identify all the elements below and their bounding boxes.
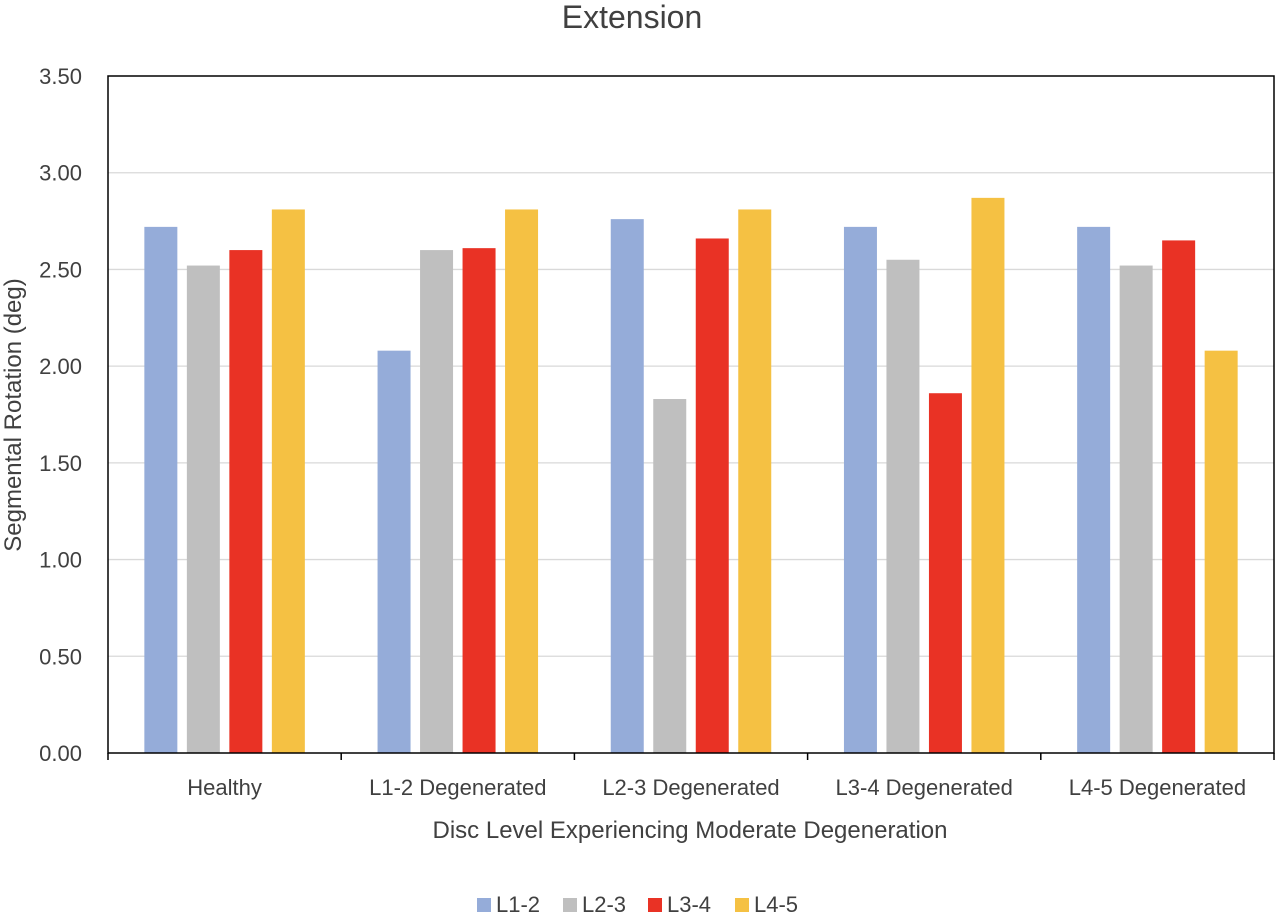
bar-l3-4-4 — [928, 393, 962, 753]
bar-l1-2-2 — [377, 350, 411, 753]
y-tick-label: 0.00 — [39, 741, 82, 766]
y-tick-label: 0.50 — [39, 644, 82, 669]
y-tick-labels: 0.00 0.50 1.00 1.50 2.00 2.50 3.00 3.50 — [39, 64, 82, 766]
y-tick-label: 1.00 — [39, 548, 82, 573]
bar-l1-2-5 — [1077, 226, 1111, 754]
y-tick-label: 1.50 — [39, 451, 82, 476]
legend-swatch-l1-2 — [477, 898, 491, 912]
axes — [107, 75, 1275, 760]
bar-l2-3-3 — [653, 399, 687, 753]
y-tick-label: 3.50 — [39, 64, 82, 89]
bar-l3-4-3 — [695, 238, 729, 754]
bar-l1-2-3 — [610, 219, 644, 753]
legend-swatch-l4-5 — [735, 898, 749, 912]
bar-l4-5-1 — [271, 209, 305, 754]
x-axis-label: Disc Level Experiencing Moderate Degener… — [433, 817, 948, 844]
y-tick-label: 3.00 — [39, 161, 82, 186]
x-tick-label: L1-2 Degenerated — [369, 775, 546, 800]
plot-border — [107, 75, 1275, 754]
bar-l2-3-5 — [1119, 265, 1153, 753]
bar-l3-4-5 — [1162, 240, 1196, 753]
bar-l4-5-2 — [505, 209, 539, 754]
bar-l2-3-2 — [420, 250, 454, 754]
legend-label-l4-5: L4-5 — [754, 892, 798, 917]
bar-l2-3-4 — [886, 259, 920, 753]
legend-label-l3-4: L3-4 — [667, 892, 711, 917]
x-tick-labels: Healthy L1-2 Degenerated L2-3 Degenerated L… — [187, 775, 1246, 800]
chart-title: Extension — [562, 0, 703, 35]
legend: L1-2 L2-3 L3-4 L4-5 — [477, 892, 798, 917]
x-tick-label: L4-5 Degenerated — [1069, 775, 1246, 800]
bar-l2-3-1 — [186, 265, 220, 753]
bar-l4-5-3 — [738, 209, 772, 754]
x-tick-label: L3-4 Degenerated — [836, 775, 1013, 800]
bar-l4-5-5 — [1204, 350, 1238, 753]
x-tick-label: L2-3 Degenerated — [602, 775, 779, 800]
legend-swatch-l3-4 — [648, 898, 662, 912]
bar-l1-2-1 — [144, 226, 178, 754]
legend-label-l1-2: L1-2 — [496, 892, 540, 917]
y-tick-label: 2.00 — [39, 354, 82, 379]
y-tick-label: 2.50 — [39, 257, 82, 282]
bar-l3-4-2 — [462, 248, 496, 753]
bar-l1-2-4 — [843, 226, 877, 754]
x-tick-label: Healthy — [187, 775, 262, 800]
bars — [144, 197, 1238, 754]
legend-swatch-l2-3 — [563, 898, 577, 912]
y-axis-label: Segmental Rotation (deg) — [0, 278, 27, 552]
bar-l4-5-4 — [971, 197, 1005, 754]
legend-label-l2-3: L2-3 — [582, 892, 626, 917]
bar-l3-4-1 — [229, 250, 263, 754]
